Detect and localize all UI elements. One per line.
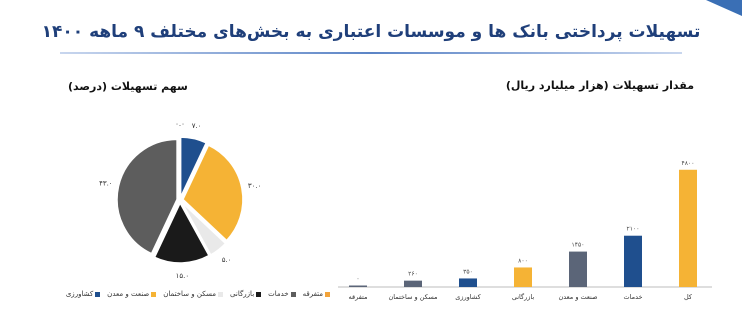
bar xyxy=(404,280,422,287)
pie-slice xyxy=(179,136,208,198)
pie-slice-label: ۵.۰ xyxy=(222,256,232,264)
pie-slice xyxy=(116,138,178,255)
pie-slice xyxy=(153,201,211,264)
legend-label: صنعت و معدن xyxy=(107,290,150,298)
bar xyxy=(514,267,532,287)
bar xyxy=(624,235,642,287)
bar-chart-title: مقدار تسهیلات (هزار میلیارد ریال) xyxy=(505,79,694,92)
legend-item: بازرگانی xyxy=(230,290,262,298)
legend-item: خدمات xyxy=(268,290,296,298)
pie-slice-label: ۷.۰ xyxy=(192,122,202,130)
bar-value-label: ۱۴۵۰ xyxy=(572,242,585,249)
bar-value-label: ۳۵۰ xyxy=(463,268,473,275)
bar-value-label: ۰ xyxy=(356,276,359,283)
legend-item: مسکن و ساختمان xyxy=(163,290,224,298)
pie-chart: ۷.۰ ۳۰.۰ ۵.۰ ۱۵.۰ ۴۳.۰ ۰.۰ xyxy=(99,120,261,280)
title-underline xyxy=(60,52,682,54)
bar-chart: ۴۸۰۰ کل ۲۱۰۰ خدمات ۱۴۵۰ صنعت و معدن ۸۰۰ بازرگان… xyxy=(338,160,712,301)
pie-slice-label: ۰.۰ xyxy=(175,120,185,128)
bar-category-label: کشاورزی xyxy=(455,293,481,301)
pie-slice xyxy=(182,144,244,242)
pie-legend: متفرقه خدمات بازرگانی مسکن و ساختمان صنعت و … xyxy=(30,285,330,303)
bar xyxy=(349,285,367,287)
page-title: تسهیلات پرداختی بانک ها و موسسات اعتباری… xyxy=(41,22,701,42)
bar xyxy=(569,251,587,287)
legend-swatch xyxy=(290,291,296,297)
bar-category-label: صنعت و معدن xyxy=(558,293,598,301)
pie-slice-label: ۳۰.۰ xyxy=(248,182,262,190)
legend-swatch xyxy=(256,291,262,297)
bar-category-label: کل xyxy=(684,293,693,301)
legend-label: خدمات xyxy=(268,290,289,298)
legend-label: مسکن و ساختمان xyxy=(163,290,217,298)
bar-category-label: مسکن و ساختمان xyxy=(388,293,437,301)
pie-slice-label: ۱۵.۰ xyxy=(176,272,190,280)
pie-slice-label: ۴۳.۰ xyxy=(99,179,113,187)
bar xyxy=(679,169,697,287)
legend-swatch xyxy=(218,291,224,297)
legend-label: متفرقه xyxy=(302,290,323,298)
legend-swatch xyxy=(151,291,157,297)
legend-label: کشاورزی xyxy=(65,290,94,298)
legend-item: کشاورزی xyxy=(65,290,101,298)
legend-item: متفرقه xyxy=(303,290,330,298)
corner-decoration xyxy=(706,0,742,16)
legend-item: صنعت و معدن xyxy=(107,290,157,298)
bar-category-label: خدمات xyxy=(623,293,642,301)
pie-slice xyxy=(181,201,227,256)
bar-value-label: ۲۶۰ xyxy=(408,271,418,278)
bar-value-label: ۸۰۰ xyxy=(518,257,528,264)
bar-category-label: متفرقه xyxy=(349,293,368,301)
bar xyxy=(459,278,477,287)
pie-chart-title: سهم تسهیلات (درصد) xyxy=(68,80,188,93)
bar-value-label: ۴۸۰۰ xyxy=(682,160,695,167)
bar-value-label: ۲۱۰۰ xyxy=(627,226,640,233)
bar-category-label: بازرگانی xyxy=(512,293,535,301)
legend-swatch xyxy=(325,291,330,297)
legend-label: بازرگانی xyxy=(230,290,255,298)
legend-swatch xyxy=(95,291,101,297)
